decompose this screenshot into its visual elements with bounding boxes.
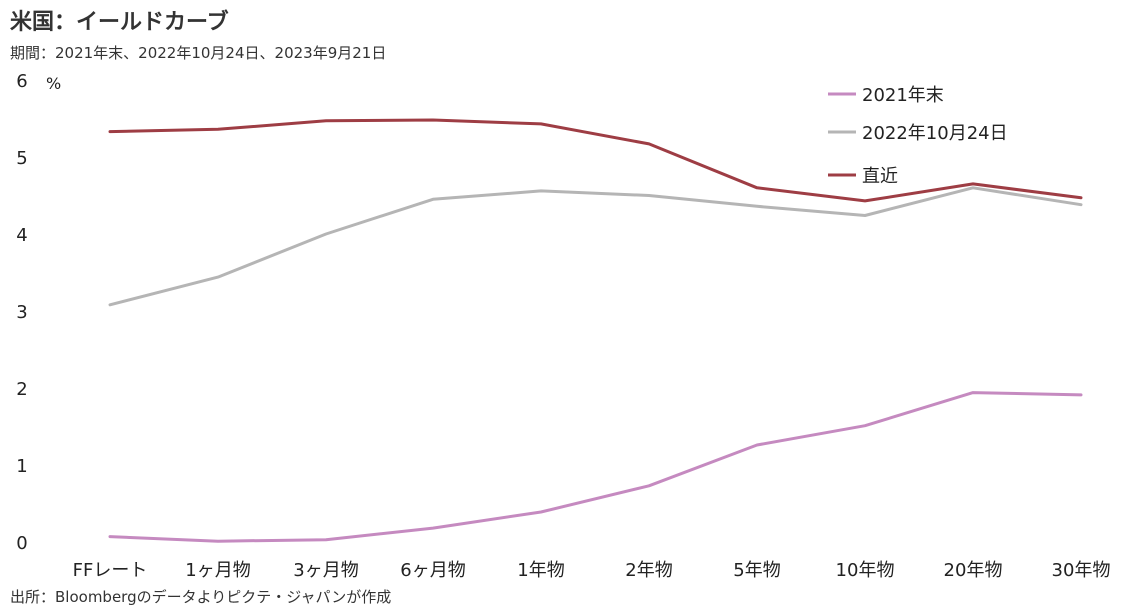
x-tick-label: 1年物 xyxy=(517,560,564,581)
x-tick-label: 6ヶ月物 xyxy=(400,560,465,581)
y-axis-unit-label: % xyxy=(46,74,61,93)
x-tick-label: 3ヶ月物 xyxy=(293,560,358,581)
x-tick-label: 5年物 xyxy=(733,560,780,581)
chart-subtitle: 期間：2021年末、2022年10月24日、2023年9月21日 xyxy=(10,44,387,62)
series-lines xyxy=(108,118,1083,543)
y-tick-label: 3 xyxy=(16,302,27,323)
source-note: 出所：Bloombergのデータよりピクテ・ジャパンが作成 xyxy=(10,588,392,606)
y-tick-label: 2 xyxy=(16,379,27,400)
y-tick-label: 1 xyxy=(16,456,27,477)
x-tick-label: 30年物 xyxy=(1052,560,1111,581)
y-tick-label: 5 xyxy=(16,148,27,169)
y-axis: 0 1 2 3 4 5 6 xyxy=(16,71,27,554)
x-tick-label: FFレート xyxy=(73,560,148,581)
x-axis: FFレート 1ヶ月物 3ヶ月物 6ヶ月物 1年物 2年物 5年物 10年物 20年物 30年物 xyxy=(73,560,1111,581)
legend-label: 2021年末 xyxy=(862,85,944,106)
legend-label: 直近 xyxy=(862,166,898,187)
series-line-1 xyxy=(108,186,1083,307)
x-tick-label: 10年物 xyxy=(836,560,895,581)
x-tick-label: 1ヶ月物 xyxy=(185,560,250,581)
series-line-0 xyxy=(108,391,1083,543)
x-tick-label: 2年物 xyxy=(625,560,672,581)
chart-title: 米国：イールドカーブ xyxy=(10,10,229,35)
y-tick-label: 6 xyxy=(16,71,27,92)
y-tick-label: 4 xyxy=(16,225,27,246)
legend-label: 2022年10月24日 xyxy=(862,123,1008,144)
x-tick-label: 20年物 xyxy=(944,560,1003,581)
y-tick-label: 0 xyxy=(16,533,27,554)
series-line-2 xyxy=(108,118,1083,203)
